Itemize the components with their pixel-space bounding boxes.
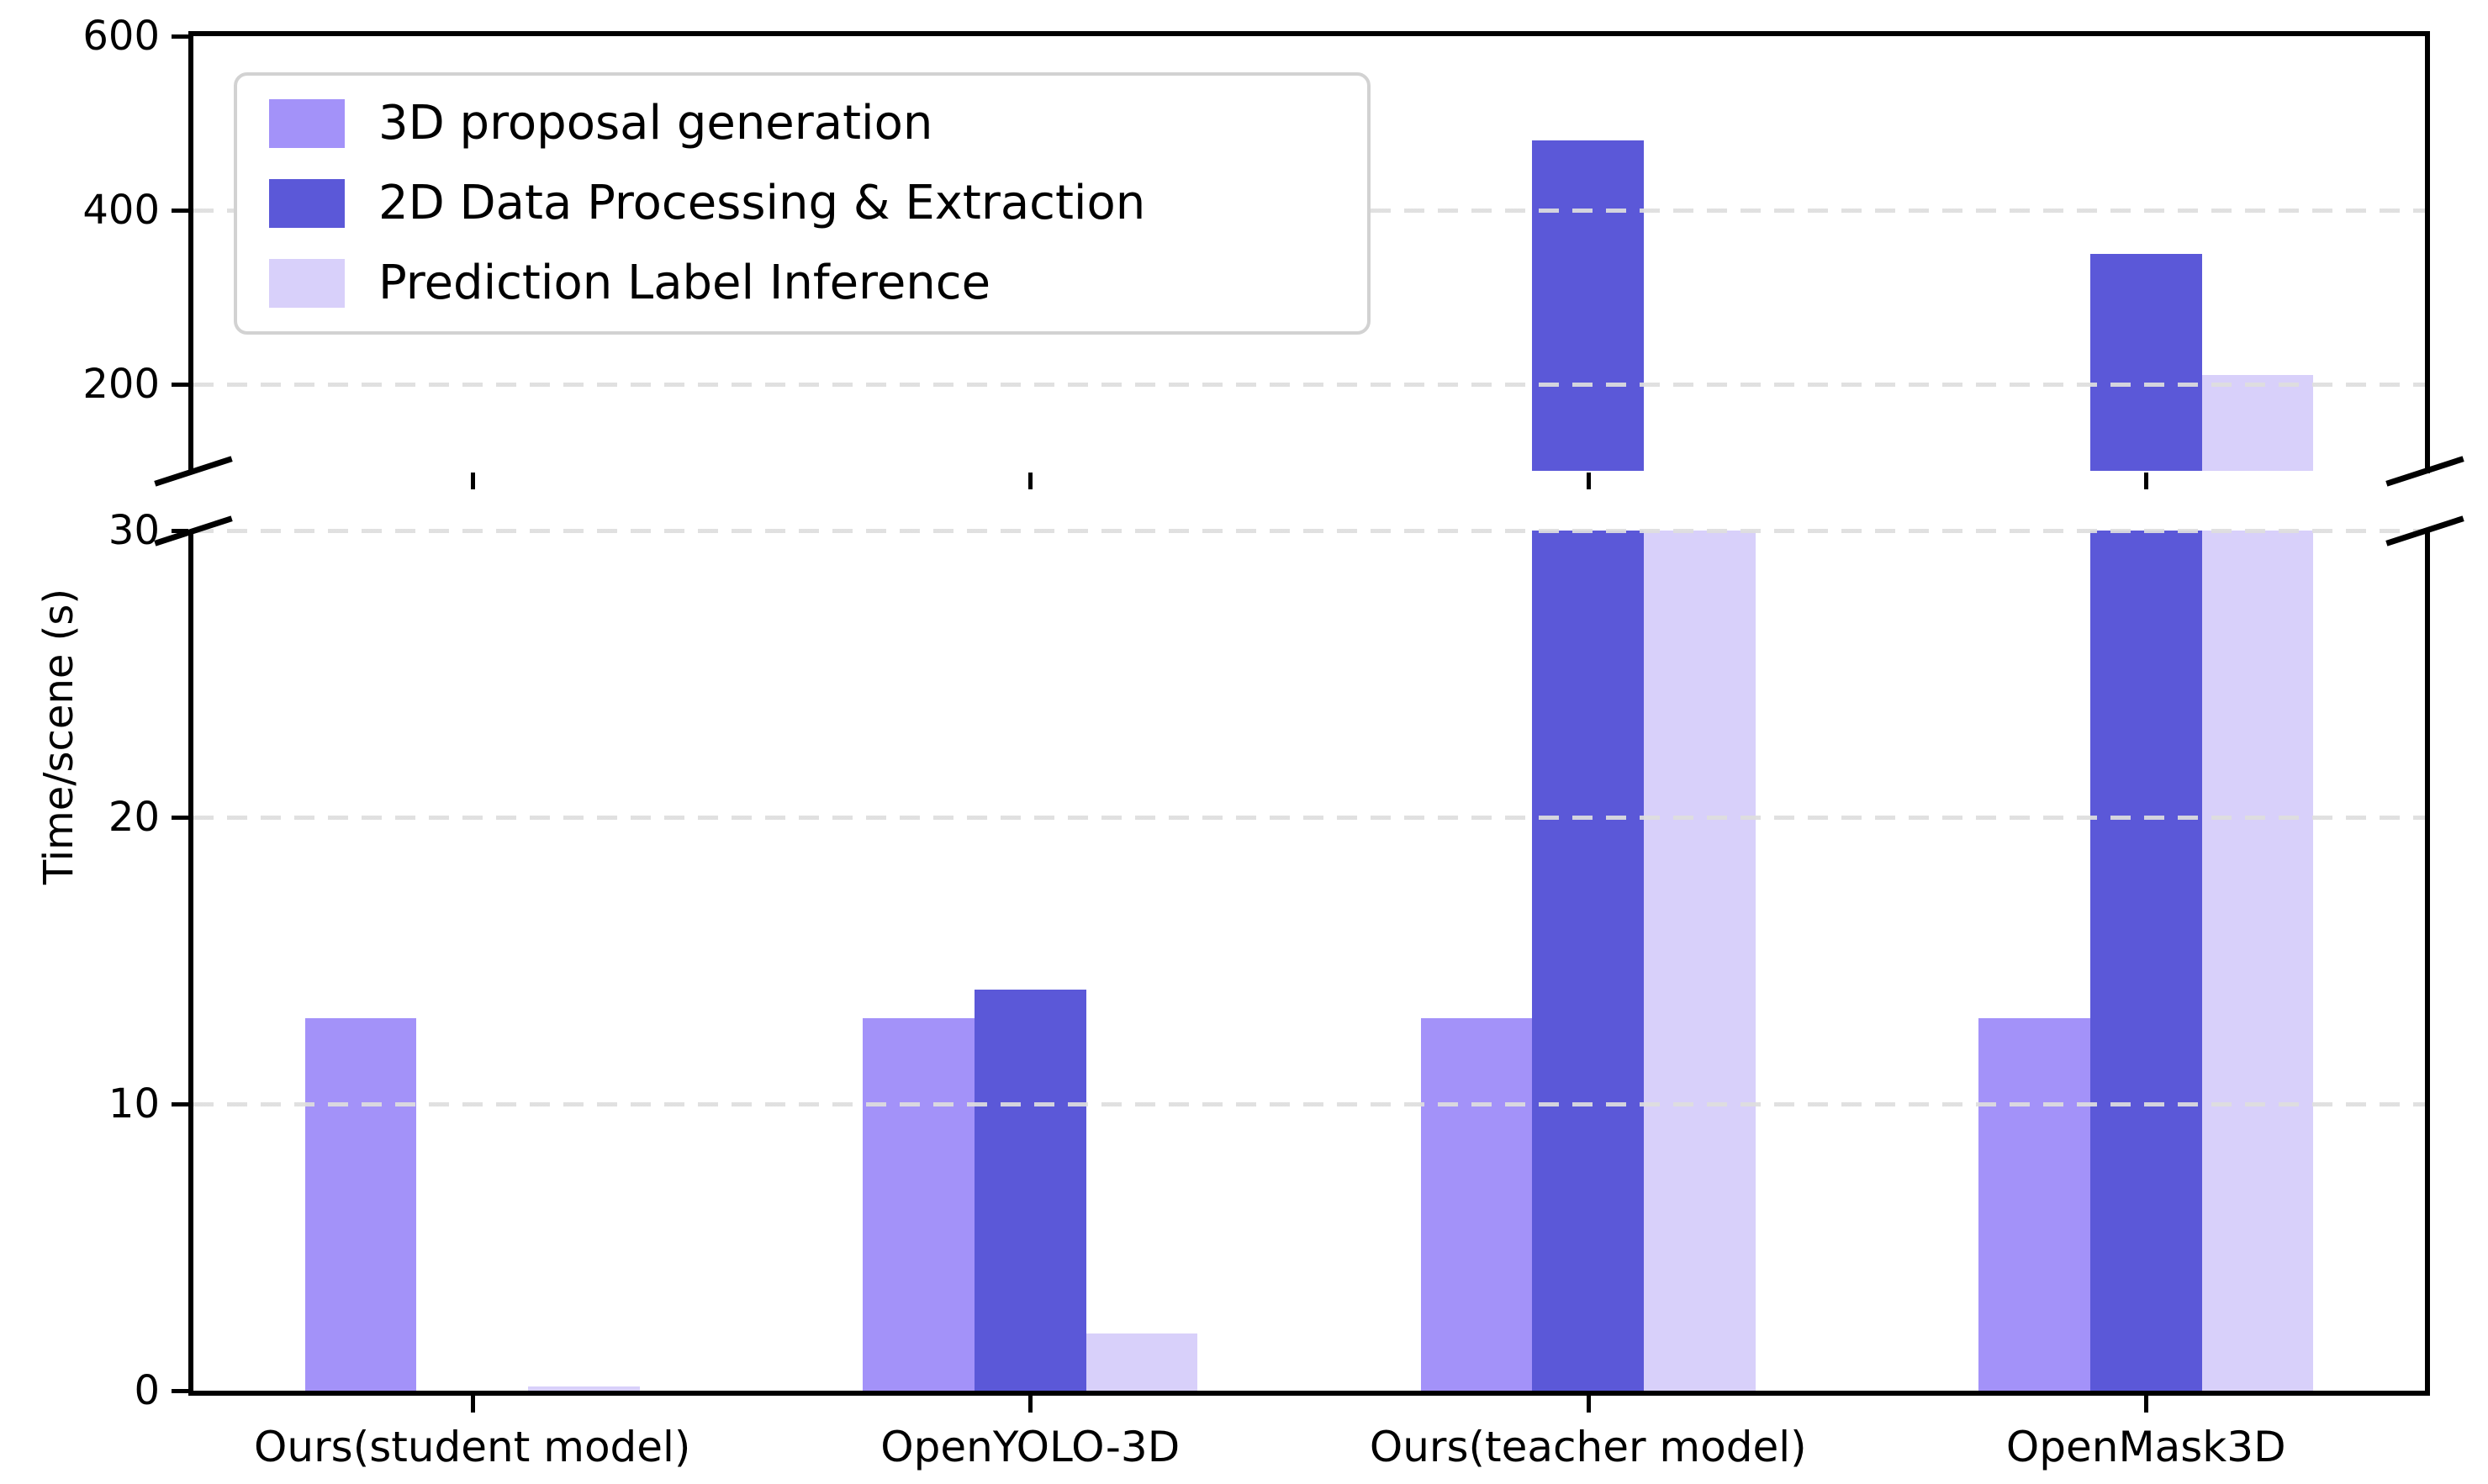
y-tick-30 <box>172 529 188 533</box>
gridline-10 <box>193 1102 2425 1106</box>
bar-2d-data-processing-extraction-cat3 <box>2089 531 2202 1391</box>
x-tick-top-cat1 <box>1028 473 1033 489</box>
legend-label: Prediction Label Inference <box>378 255 991 310</box>
y-axis-label: Time/scene (s) <box>35 588 82 885</box>
x-tick-top-cat2 <box>1586 473 1591 489</box>
y-tick-600 <box>172 34 188 39</box>
legend-swatch-icon <box>269 99 345 149</box>
bar-2d-data-processing-extraction-cat2 <box>1532 531 1645 1391</box>
bar-2d-data-processing-extraction-cat1 <box>974 989 1086 1391</box>
bar-top-2d-data-processing-extraction-cat2 <box>1532 140 1645 471</box>
y-tick-200 <box>172 382 188 387</box>
legend-label: 3D proposal generation <box>378 96 933 151</box>
x-tick-label-cat3: OpenMask3D <box>2005 1423 2286 1471</box>
y-tick-10 <box>172 1102 188 1106</box>
y-tick-20 <box>172 816 188 820</box>
x-tick-bottom-cat1 <box>1028 1396 1033 1413</box>
legend-item-2: Prediction Label Inference <box>237 255 1367 310</box>
y-tick-label-10: 10 <box>108 1080 160 1128</box>
gridline-200 <box>193 382 2425 387</box>
legend-item-0: 3D proposal generation <box>237 98 1367 149</box>
y-tick-label-600: 600 <box>82 13 160 60</box>
y-tick-label-400: 400 <box>82 186 160 234</box>
y-tick-label-200: 200 <box>82 360 160 408</box>
gridline-30 <box>193 529 2425 533</box>
y-tick-label-0: 0 <box>134 1367 160 1414</box>
y-tick-label-30: 30 <box>108 507 160 554</box>
y-tick-label-20: 20 <box>108 794 160 841</box>
bar-3d-proposal-generation-cat1 <box>863 1017 975 1391</box>
bar-3d-proposal-generation-cat0 <box>304 1017 417 1391</box>
bar-top-2d-data-processing-extraction-cat3 <box>2089 253 2202 471</box>
x-tick-top-cat3 <box>2144 473 2149 489</box>
bar-prediction-label-inference-cat2 <box>1644 531 1756 1391</box>
bar-prediction-label-inference-cat1 <box>1086 1333 1198 1391</box>
legend-swatch-icon <box>269 178 345 228</box>
x-tick-label-cat2: Ours(teacher model) <box>1369 1423 1807 1471</box>
bar-prediction-label-inference-cat3 <box>2201 531 2314 1391</box>
bar-3d-proposal-generation-cat2 <box>1420 1017 1533 1391</box>
legend-item-1: 2D Data Processing & Extraction <box>237 175 1367 230</box>
x-tick-bottom-cat3 <box>2144 1396 2149 1413</box>
legend: 3D proposal generation 2D Data Processing… <box>234 72 1371 335</box>
y-tick-400 <box>172 208 188 213</box>
x-tick-label-cat0: Ours(student model) <box>254 1423 691 1471</box>
bar-3d-proposal-generation-cat3 <box>1978 1017 2090 1391</box>
bar-top-prediction-label-inference-cat3 <box>2201 375 2314 471</box>
bottom-axis-panel <box>188 529 2430 1396</box>
x-tick-top-cat0 <box>470 473 475 489</box>
y-tick-0 <box>172 1389 188 1393</box>
legend-swatch-icon <box>269 258 345 308</box>
x-tick-label-cat1: OpenYOLO-3D <box>880 1423 1181 1471</box>
x-tick-bottom-cat2 <box>1586 1396 1591 1413</box>
gridline-20 <box>193 816 2425 820</box>
x-tick-bottom-cat0 <box>470 1396 475 1413</box>
bar-prediction-label-inference-cat0 <box>528 1386 640 1391</box>
legend-label: 2D Data Processing & Extraction <box>378 175 1146 230</box>
